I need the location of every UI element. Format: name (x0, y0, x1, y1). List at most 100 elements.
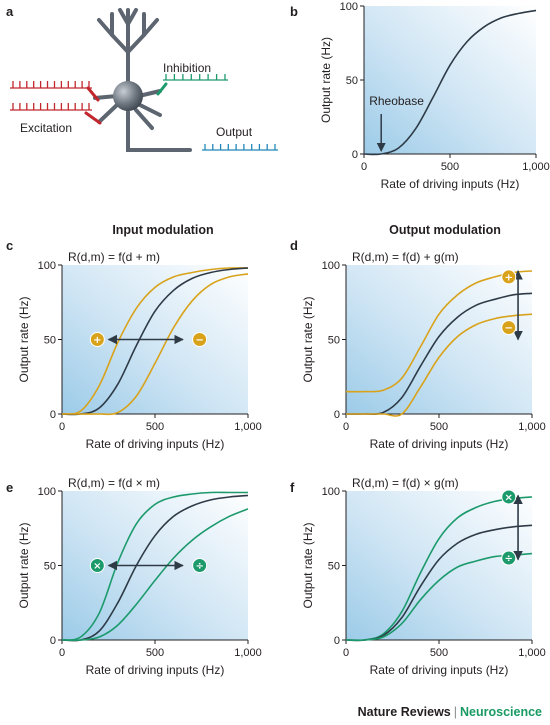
journal-name: Nature Reviews (357, 705, 451, 719)
x-tick-label-b: 1,000 (522, 161, 550, 173)
header-input-modulation: Input modulation (112, 223, 213, 237)
modulation-badge-bottom-f: ÷ (501, 550, 517, 566)
y-tick-label-c: 100 (38, 260, 56, 272)
chart-e: 0 500 1,000 0 50 100 Rate of driving inputs (H… (17, 476, 262, 677)
y-tick-label-e: 0 (50, 635, 56, 647)
modulation-badge-left-e: × (89, 558, 105, 573)
modulation-badge-left-c-symbol: + (93, 335, 101, 346)
plot-area-b (364, 6, 536, 154)
series-line-e-1 (61, 491, 248, 641)
y-axis-label-d: Output rate (Hz) (301, 296, 315, 382)
series-line-c-1 (61, 267, 249, 415)
panel-letter-a: a (6, 4, 14, 19)
neuron-schematic: Inhibition Excitation Output (10, 8, 278, 152)
x-axis-label-e: Rate of driving inputs (Hz) (86, 663, 225, 677)
panel-letter-c: c (6, 238, 13, 253)
chart-d: 0 500 1,000 0 50 100 Rate of driving inputs (H… (301, 250, 546, 451)
modulation-badge-right-e-symbol: ÷ (195, 561, 203, 572)
x-axis-label-f: Rate of driving inputs (Hz) (370, 663, 509, 677)
panel-letter-d: d (290, 238, 298, 253)
y-tick-label-d: 0 (334, 409, 340, 421)
modulation-badge-top-d-symbol: + (505, 272, 513, 283)
y-tick-label-e: 100 (38, 486, 56, 498)
y-tick-label-d: 100 (322, 260, 340, 272)
dendrite-tree (93, 8, 192, 152)
modulation-badge-left-e-disc (89, 558, 105, 573)
modulation-badge-left-e-symbol: × (93, 561, 101, 572)
chart-c: 0 500 1,000 0 50 100 Rate of driving inputs (H… (17, 250, 262, 451)
modulation-badge-right-c-symbol: − (195, 335, 203, 346)
x-tick-label-c: 500 (146, 421, 164, 433)
x-tick-label-f: 1,000 (518, 647, 546, 659)
credit-separator: | (453, 705, 458, 719)
y-tick-label-b: 0 (352, 149, 358, 161)
y-tick-label-c: 50 (44, 335, 56, 347)
modulation-badge-right-e-disc (192, 558, 208, 573)
modulation-badge-bottom-f-disc (501, 550, 517, 566)
journal-credit: Nature Reviews | Neuroscience (358, 705, 542, 719)
modulation-badge-top-d: + (501, 269, 517, 285)
y-tick-label-e: 50 (44, 561, 56, 573)
x-tick-label-d: 1,000 (518, 421, 546, 433)
chart-b: 0 500 1,000 0 50 100 Rate of driving inputs (H… (319, 1, 550, 191)
output-label: Output (216, 125, 253, 139)
y-tick-label-c: 0 (50, 409, 56, 421)
formula-c: R(d,m) = f(d + m) (68, 250, 160, 264)
journal-subject: Neuroscience (460, 705, 542, 719)
series-line-e-2 (61, 494, 249, 642)
modulation-badge-right-c-disc (192, 332, 208, 347)
x-axis-label-d: Rate of driving inputs (Hz) (370, 437, 509, 451)
modulation-badge-bottom-d-disc (501, 320, 517, 336)
modulation-badge-top-f-symbol: × (505, 492, 513, 503)
inhibition-label: Inhibition (163, 61, 211, 75)
inhibition-spike-train (163, 74, 228, 81)
series-line-c-2 (61, 267, 249, 416)
modulation-badge-right-c: − (192, 332, 208, 347)
y-tick-label-d: 50 (328, 335, 340, 347)
x-tick-label-e: 1,000 (234, 647, 262, 659)
x-tick-label-f: 0 (343, 647, 349, 659)
x-tick-label-d: 0 (343, 421, 349, 433)
x-tick-label-e: 0 (59, 647, 65, 659)
y-tick-label-b: 100 (340, 1, 358, 13)
x-tick-label-f: 500 (430, 647, 448, 659)
modulation-badge-top-f: × (501, 489, 517, 505)
modulation-badge-bottom-d-symbol: − (505, 323, 513, 334)
x-axis-label-b: Rate of driving inputs (Hz) (381, 177, 520, 191)
modulation-badge-right-e: ÷ (192, 558, 208, 573)
series-line-d-1 (345, 270, 533, 393)
y-axis-label-b: Output rate (Hz) (319, 37, 333, 123)
panel-letter-e: e (6, 480, 13, 495)
series-line-b-1 (363, 9, 537, 156)
plot-area-d (346, 265, 532, 414)
formula-d: R(d,m) = f(d) + g(m) (352, 250, 459, 264)
x-axis-label-c: Rate of driving inputs (Hz) (86, 437, 225, 451)
y-tick-label-b: 50 (346, 75, 358, 87)
synapses (84, 82, 168, 125)
x-tick-label-d: 500 (430, 421, 448, 433)
x-tick-label-e: 500 (146, 647, 164, 659)
y-tick-label-f: 100 (322, 486, 340, 498)
header-output-modulation: Output modulation (389, 223, 501, 237)
chart-f: 0 500 1,000 0 50 100 Rate of driving inputs (H… (301, 476, 546, 677)
y-axis-label-e: Output rate (Hz) (17, 522, 31, 608)
y-tick-label-f: 0 (334, 635, 340, 647)
panel-letter-b: b (290, 4, 298, 19)
x-tick-label-c: 0 (59, 421, 65, 433)
modulation-badge-bottom-d: − (501, 320, 517, 336)
plot-area-f (346, 491, 532, 640)
excitation-label: Excitation (20, 121, 72, 135)
formula-f: R(d,m) = f(d) × g(m) (352, 476, 459, 490)
x-tick-label-c: 1,000 (234, 421, 262, 433)
series-line-c-3 (61, 273, 249, 416)
panel-letter-f: f (290, 480, 295, 495)
modulation-badge-top-d-disc (501, 269, 517, 285)
x-tick-label-b: 0 (361, 161, 367, 173)
soma (113, 81, 143, 111)
modulation-badge-left-c-disc (89, 332, 105, 347)
rheobase-label: Rheobase (369, 94, 424, 108)
modulation-badge-left-c: + (89, 332, 105, 347)
y-tick-label-f: 50 (328, 561, 340, 573)
